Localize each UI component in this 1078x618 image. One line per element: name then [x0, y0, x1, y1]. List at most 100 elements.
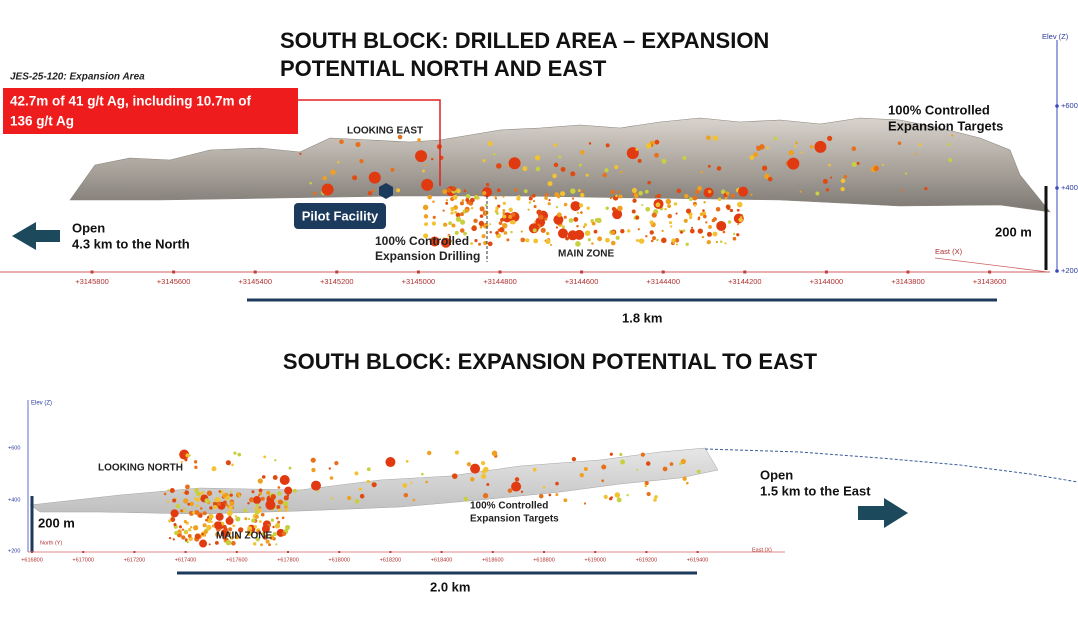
drill-intercept — [641, 204, 644, 207]
drill-intercept — [225, 539, 232, 546]
drill-intercept — [204, 498, 210, 504]
drill-intercept — [237, 527, 244, 533]
drill-intercept — [272, 475, 278, 480]
drill-intercept — [451, 473, 458, 479]
drill-intercept — [422, 169, 425, 173]
drill-intercept — [814, 140, 827, 153]
drill-intercept — [206, 524, 212, 531]
drill-intercept — [489, 231, 492, 234]
drill-intercept — [311, 467, 316, 473]
drill-intercept — [654, 152, 659, 158]
scale-label: 200 m — [38, 515, 75, 530]
drill-intercept — [661, 237, 667, 244]
drill-intercept — [330, 497, 334, 500]
drill-intercept — [738, 217, 743, 223]
drill-intercept — [615, 194, 618, 198]
drill-intercept — [667, 213, 672, 219]
drill-intercept — [560, 166, 566, 172]
drill-intercept — [638, 238, 645, 244]
drill-intercept — [578, 163, 582, 167]
drill-intercept — [265, 539, 270, 544]
drill-intercept — [429, 236, 440, 247]
drill-intercept — [452, 194, 458, 200]
drill-intercept — [706, 135, 711, 141]
drill-intercept — [322, 175, 327, 181]
drill-intercept — [496, 188, 501, 193]
drill-intercept — [456, 188, 461, 194]
drill-intercept — [508, 207, 513, 212]
drill-intercept — [354, 498, 360, 504]
drill-intercept — [787, 157, 800, 170]
drill-intercept — [261, 524, 270, 533]
drill-intercept — [873, 165, 880, 172]
drill-intercept — [203, 534, 207, 537]
drill-intercept — [486, 482, 490, 486]
x-tick-label: +3145400 — [238, 277, 272, 286]
x-tick-label: +3143600 — [973, 277, 1007, 286]
drill-intercept — [482, 159, 486, 163]
drill-intercept — [736, 208, 740, 212]
drill-intercept — [236, 492, 241, 496]
terrain — [29, 447, 719, 515]
drill-intercept — [851, 161, 857, 168]
tick-mark — [1055, 104, 1059, 108]
drill-intercept — [794, 144, 797, 148]
drill-intercept — [367, 191, 373, 196]
drill-intercept — [544, 193, 549, 197]
drill-intercept — [664, 207, 667, 211]
panel-east: SOUTH BLOCK: EXPANSION POTENTIAL TO EAST… — [8, 349, 1078, 594]
drill-intercept — [708, 225, 712, 229]
tick-mark — [253, 270, 257, 274]
drill-intercept — [799, 190, 802, 193]
x-tick-label: +619400 — [687, 557, 709, 563]
drill-intercept — [470, 206, 474, 210]
drill-intercept — [520, 237, 526, 243]
drill-intercept — [767, 176, 773, 182]
drill-intercept — [248, 517, 251, 521]
drill-intercept — [215, 512, 224, 521]
drill-intercept — [310, 457, 316, 463]
targets-label: 100% Controlled — [470, 501, 548, 512]
drill-intercept — [450, 211, 454, 215]
drill-intercept — [527, 208, 530, 211]
drill-intercept — [470, 463, 481, 474]
drill-intercept — [448, 221, 453, 226]
drill-intercept — [696, 469, 701, 474]
x-tick-label: +616800 — [21, 557, 43, 563]
drill-intercept — [585, 173, 589, 177]
drill-intercept — [231, 463, 234, 467]
drill-intercept — [229, 490, 232, 493]
drill-intercept — [277, 491, 282, 496]
drill-intercept — [531, 193, 536, 198]
drill-intercept — [465, 194, 471, 200]
drill-intercept — [237, 452, 242, 457]
drill-intercept — [644, 484, 648, 488]
drill-intercept — [766, 146, 769, 150]
drill-intercept — [202, 511, 207, 516]
drill-intercept — [951, 134, 954, 137]
drill-intercept — [494, 197, 498, 200]
drill-intercept — [284, 505, 288, 509]
drill-intercept — [228, 527, 233, 532]
drill-intercept — [217, 502, 221, 506]
drill-intercept — [425, 480, 429, 484]
arrow-north — [12, 222, 60, 250]
drill-intercept — [605, 206, 609, 210]
drill-intercept — [371, 189, 375, 193]
drill-intercept — [199, 507, 203, 510]
drill-intercept — [211, 524, 215, 528]
drill-intercept — [614, 165, 619, 170]
drill-intercept — [423, 214, 429, 219]
drill-intercept — [213, 505, 218, 510]
drill-intercept — [454, 230, 459, 235]
x-axis-label: East (X) — [752, 547, 772, 553]
drill-intercept — [474, 239, 478, 243]
drill-intercept — [450, 206, 455, 212]
drill-intercept — [700, 170, 704, 174]
drill-intercept — [637, 158, 642, 163]
drill-intercept — [330, 169, 336, 175]
drill-intercept — [616, 497, 622, 503]
drill-intercept — [423, 233, 429, 239]
drill-intercept — [187, 502, 191, 506]
drill-intercept — [555, 226, 559, 229]
